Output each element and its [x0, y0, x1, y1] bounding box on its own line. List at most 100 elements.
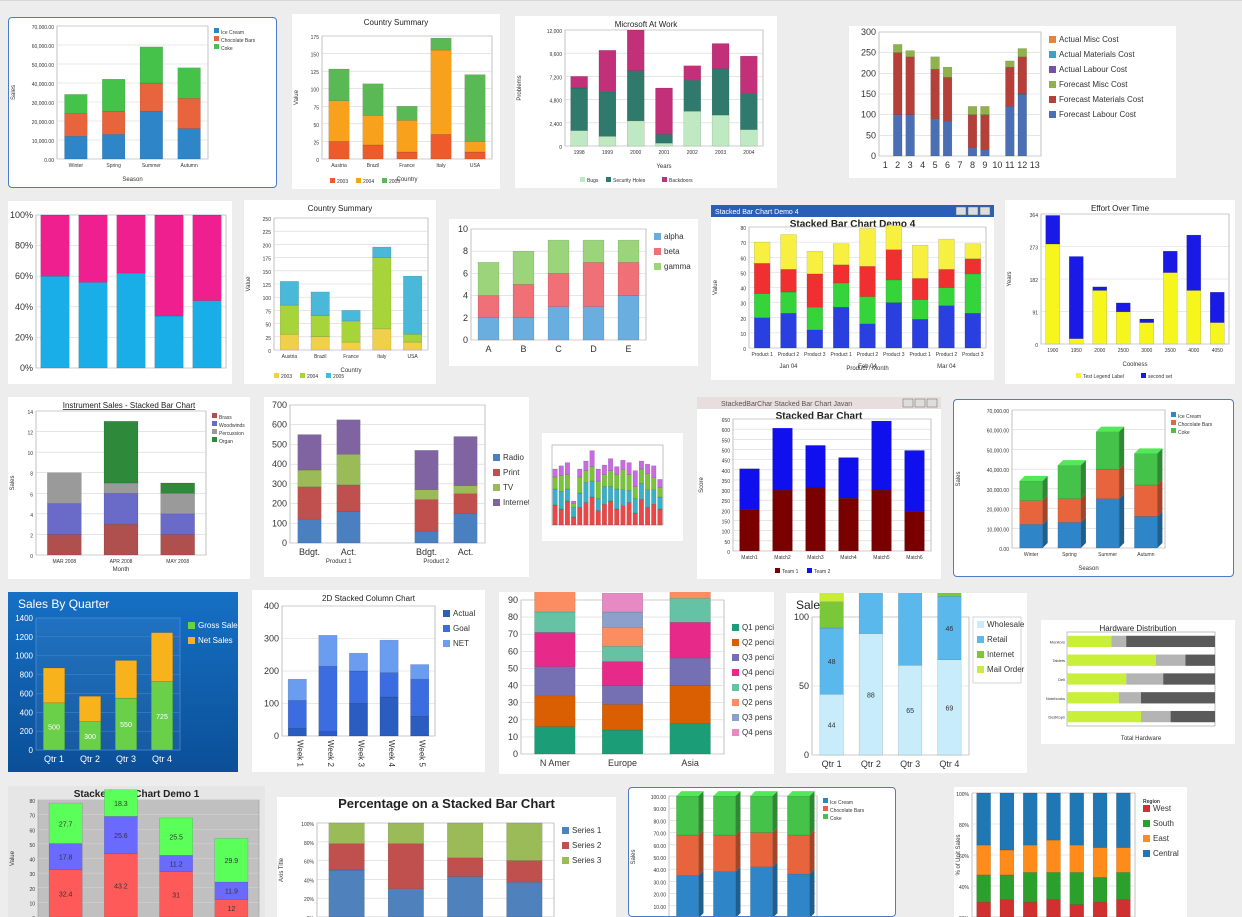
bar-segment — [571, 500, 577, 504]
x-tick-label: 4000 — [1188, 348, 1199, 354]
y-tick-label: 400 — [264, 601, 279, 611]
y-tick-label: 600 — [272, 420, 287, 430]
chart-svg: 0 10 20 30 40 50 60 70 80 90 N Amer Europe Asia Q1 pe… — [508, 592, 774, 768]
bar-segment — [1019, 500, 1043, 525]
bar-segment — [453, 493, 478, 514]
bar-segment — [942, 120, 953, 157]
y-tick-label: 400 — [272, 459, 287, 469]
bar-segment — [102, 134, 126, 160]
bar-segment — [552, 468, 558, 478]
result-thumbnail-t13[interactable]: StackedBarChar Stacked Bar Chart Javan St… — [697, 397, 941, 579]
bar-segment — [598, 136, 617, 147]
bar-segment-top — [676, 791, 704, 796]
legend-label: Actual — [453, 609, 475, 618]
bar-segment-side — [1080, 517, 1086, 548]
bar-segment — [1118, 692, 1141, 704]
legend-swatch — [212, 437, 217, 442]
chart-svg: Sales 0 50 100 Qtr 1 Qtr 2 Qtr 3 Qtr 4 44 48 88 65 6… — [794, 593, 1025, 769]
y-tick-label: 0 — [268, 349, 271, 355]
x-tick-label: Product 2 — [778, 352, 800, 358]
x-tick-label: Qtr 3 — [116, 754, 136, 764]
bar-segment — [1017, 48, 1027, 57]
y-tick-label: 0 — [316, 158, 319, 164]
bar-segment — [669, 598, 711, 623]
x-tick-label: Qtr 1 — [822, 759, 842, 769]
y-tick-label: 200 — [20, 727, 34, 736]
legend-label: East — [1153, 834, 1170, 843]
legend-label: Internet — [987, 650, 1015, 659]
bar-segment — [930, 118, 940, 157]
chart-svg: Percentage on a Stacked Bar Chart0%20%40… — [279, 797, 602, 917]
bar-segment — [570, 130, 588, 147]
legend-swatch — [732, 699, 739, 706]
legend-label: Radio — [503, 453, 524, 462]
bar-segment — [547, 306, 570, 341]
result-thumbnail-t20[interactable]: Stacked Bar Chart Demo 10102030405060708… — [8, 786, 265, 917]
y-tick-label: 30 — [740, 302, 746, 308]
result-thumbnail-t4[interactable]: 0 50 100 150 200 250 300 1 2 3 4 5 6 7 8 9 10 11 12 13 Actua… — [849, 26, 1176, 178]
bar-segment — [938, 305, 955, 349]
result-thumbnail-t9[interactable]: Effort Over Time 0 91 182 273 364 Years 1900 195… — [1005, 200, 1235, 384]
bar-segment — [750, 795, 773, 833]
bar-segment — [1095, 431, 1120, 470]
result-thumbnail-t2[interactable]: Country Summary 0 25 50 75 100 125 150 175 Value A… — [292, 14, 500, 189]
bar-segment — [967, 106, 978, 115]
legend-swatch — [654, 263, 661, 270]
legend-label: Mail Order — [987, 665, 1025, 674]
bar-segment — [534, 695, 576, 727]
bar-segment — [893, 44, 903, 53]
result-thumbnail-t18[interactable]: Sales 0 50 100 Qtr 1 Qtr 2 Qtr 3 Qtr 4 44 48 88 65 6… — [786, 593, 1027, 773]
bar-segment — [336, 511, 361, 544]
result-thumbnail-t22[interactable]: 0.0010.0020.0030.0040.0050.0060.0070.008… — [628, 787, 896, 917]
bar-segment — [645, 507, 651, 526]
y-axis-label: Problems — [517, 75, 523, 100]
result-thumbnail-t3[interactable]: Microsoft At Work 0 2,400 4,800 7,200 9,600 12… — [515, 16, 777, 188]
y-tick-label: 6 — [463, 268, 468, 278]
y-tick-label: 20.00 — [653, 893, 666, 899]
result-thumbnail-t12[interactable] — [542, 433, 683, 541]
bar-segment — [1092, 847, 1108, 878]
x-tick-label: 2 — [895, 160, 900, 170]
window-control-button — [967, 206, 979, 216]
bar-segment — [617, 239, 640, 263]
y-tick-label: 40,000.00 — [32, 82, 54, 88]
bar-segment — [754, 263, 771, 294]
y-tick-label: 125 — [311, 70, 320, 76]
bar-segment — [379, 696, 399, 737]
bar-segment — [78, 282, 108, 369]
legend-label: South — [1153, 819, 1174, 828]
result-thumbnail-t1[interactable]: 0.00 10,000.00 20,000.00 30,000.00 40,000.00… — [8, 17, 277, 188]
legend-label: Q2 pens — [742, 698, 772, 707]
result-thumbnail-t17[interactable]: 0 10 20 30 40 50 60 70 80 90 N Amer Europe Asia Q1 pe… — [499, 592, 774, 774]
result-thumbnail-t11[interactable]: 0 100 200 300 400 500 600 700 Bdgt. Act. Bdgt. Act.… — [264, 397, 529, 577]
bar-segment — [669, 592, 711, 599]
y-tick-label: 30 — [508, 698, 518, 708]
bar-segment-side — [1157, 448, 1163, 485]
legend-swatch — [1049, 36, 1056, 43]
result-thumbnail-t8[interactable]: Stacked Bar Chart Demo 4 Stacked Bar Char… — [711, 205, 994, 380]
x-tick-label: Week 2 — [326, 740, 335, 768]
result-thumbnail-t19[interactable]: Hardware Distribution Monitors Tablets Dell… — [1041, 620, 1235, 744]
bar-segment — [626, 474, 632, 491]
x-tick-label: Spring — [106, 163, 121, 169]
bar-segment — [430, 134, 452, 160]
bar-segment — [780, 313, 797, 349]
window-control-button — [955, 206, 967, 216]
x-tick-label: 3000 — [1141, 348, 1152, 354]
result-thumbnail-t21[interactable]: Percentage on a Stacked Bar Chart0%20%40… — [277, 797, 616, 917]
result-thumbnail-t14[interactable]: 0.00 10,000.00 20,000.00 30,000.00 40,000.00… — [953, 399, 1234, 577]
legend-label: Series 2 — [572, 841, 602, 850]
result-thumbnail-t23[interactable]: 20%40%60%80%100%% of Unit SalesRegionWes… — [954, 787, 1187, 917]
result-thumbnail-t5[interactable]: 0% 20% 40% 60% 80% 100% — [8, 201, 232, 384]
x-tick-label: 10 — [992, 160, 1002, 170]
result-thumbnail-t6[interactable]: Country Summary 0 25 50 75 100 125 150 175 200 225… — [244, 200, 436, 384]
window-control-button — [902, 398, 914, 408]
result-thumbnail-t16[interactable]: 2D Stacked Column Chart 0 100 200 300 400 Week… — [252, 590, 485, 772]
result-thumbnail-t15[interactable]: Sales By Quarter 0 200 400 600 800 1000 1200 140… — [8, 592, 238, 772]
results-top-border — [0, 0, 1242, 1]
result-thumbnail-t10[interactable]: Instrument Sales - Stacked Bar Chart 0 2 4 6… — [8, 397, 250, 579]
y-tick-label: 70 — [29, 814, 35, 820]
legend-swatch — [1143, 835, 1150, 842]
bar-segment — [512, 317, 535, 341]
